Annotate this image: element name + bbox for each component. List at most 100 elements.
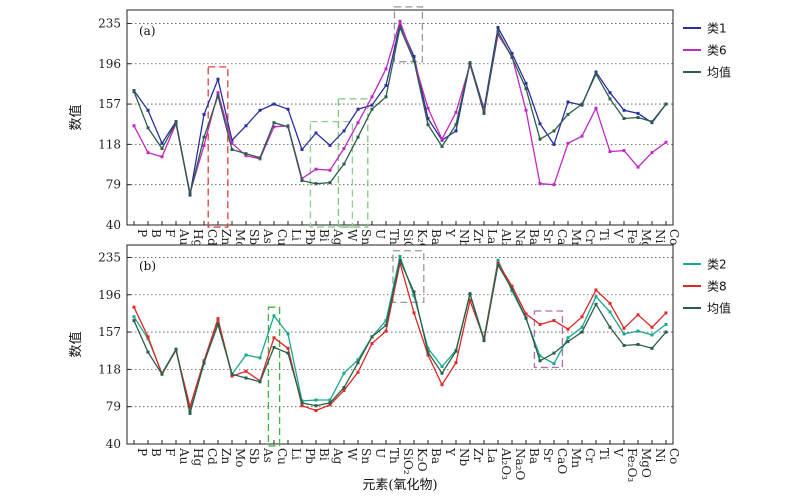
data-point	[608, 325, 612, 329]
data-point	[384, 67, 388, 71]
x-tick-label: Ba	[527, 448, 541, 464]
data-point	[272, 121, 276, 125]
data-point	[552, 319, 556, 323]
legend-entry: 类6	[707, 44, 727, 58]
x-tick-label: U	[373, 229, 387, 239]
x-tick-label: Ag	[331, 228, 345, 246]
data-point	[188, 405, 192, 409]
data-point	[524, 316, 528, 320]
data-point	[356, 358, 360, 362]
data-point	[454, 361, 458, 365]
data-point	[202, 112, 206, 116]
data-point	[636, 116, 640, 119]
data-point	[440, 383, 444, 387]
x-tick-label: Ti	[597, 448, 611, 460]
x-tick-label: As	[261, 228, 275, 244]
x-tick-label: Ba	[429, 448, 443, 464]
x-tick-label: V	[611, 228, 625, 238]
data-point	[132, 315, 136, 319]
data-point	[412, 290, 416, 294]
data-point	[174, 347, 178, 351]
data-point	[538, 182, 542, 186]
data-point	[510, 284, 514, 288]
y-tick-label: 196	[98, 57, 121, 71]
x-tick-label: Sr	[541, 448, 555, 462]
data-point	[384, 319, 388, 323]
data-point	[496, 258, 500, 262]
data-point	[370, 95, 374, 99]
x-tick-label: Zn	[219, 448, 233, 464]
data-point	[622, 149, 626, 153]
y-axis-label: 数值	[68, 104, 84, 130]
data-point	[538, 137, 542, 141]
data-point	[370, 103, 374, 107]
x-tick-label: Nb	[457, 229, 471, 248]
data-point	[426, 350, 430, 354]
data-point	[552, 183, 556, 187]
x-tick-label: B	[149, 229, 163, 238]
data-point	[622, 343, 626, 347]
x-tick-label: Co	[667, 448, 681, 464]
data-point	[216, 317, 220, 321]
data-point	[510, 289, 514, 293]
data-point	[244, 369, 248, 373]
data-point	[650, 151, 654, 155]
data-point	[160, 141, 164, 145]
x-tick-label: Nb	[457, 448, 471, 467]
data-point	[342, 147, 346, 151]
data-point	[300, 179, 304, 183]
data-point	[566, 340, 570, 344]
data-point	[230, 372, 234, 376]
data-point	[384, 329, 388, 333]
data-point	[412, 294, 416, 298]
data-point	[664, 322, 668, 326]
highlight-frame	[393, 6, 424, 63]
x-tick-label: Pb	[303, 448, 317, 464]
data-point	[342, 162, 346, 166]
highlight-frame	[207, 66, 229, 228]
data-point	[552, 351, 556, 355]
data-point	[258, 156, 262, 160]
data-point	[594, 72, 598, 76]
data-point	[384, 95, 388, 99]
data-point	[146, 350, 150, 354]
y-tick-label: 118	[98, 137, 121, 151]
data-point	[454, 129, 458, 133]
data-point	[356, 135, 360, 139]
x-tick-label: Na₂O	[513, 448, 527, 480]
data-point	[510, 51, 514, 55]
x-tick-label: Ti	[597, 229, 611, 241]
data-point	[608, 97, 612, 101]
x-tick-label: W	[345, 229, 359, 242]
x-tick-label: MgO	[639, 448, 653, 478]
data-point	[160, 147, 164, 151]
data-point	[286, 332, 290, 336]
x-tick-label: Mn	[569, 448, 583, 468]
data-point	[398, 26, 402, 30]
data-point	[188, 192, 192, 196]
y-tick-label: 118	[98, 362, 121, 376]
data-point	[538, 354, 542, 358]
x-tick-label: La	[485, 448, 499, 463]
data-point	[356, 121, 360, 125]
data-point	[608, 301, 612, 305]
data-point	[230, 374, 234, 378]
data-point	[216, 94, 220, 98]
data-point	[440, 365, 444, 369]
data-point	[622, 332, 626, 336]
data-point	[230, 138, 234, 142]
data-point	[594, 295, 598, 299]
data-point	[202, 135, 206, 139]
y-tick-label: 79	[106, 400, 121, 414]
x-tick-label: Mo	[233, 229, 247, 249]
data-point	[468, 298, 472, 302]
data-point	[510, 56, 514, 60]
data-point	[510, 287, 514, 291]
data-point	[300, 148, 304, 152]
data-point	[580, 102, 584, 106]
x-tick-label: U	[373, 448, 387, 458]
data-point	[496, 26, 500, 30]
y-tick-label: 79	[106, 178, 121, 192]
x-tick-label: Cr	[583, 448, 597, 463]
x-tick-label: V	[611, 447, 625, 457]
